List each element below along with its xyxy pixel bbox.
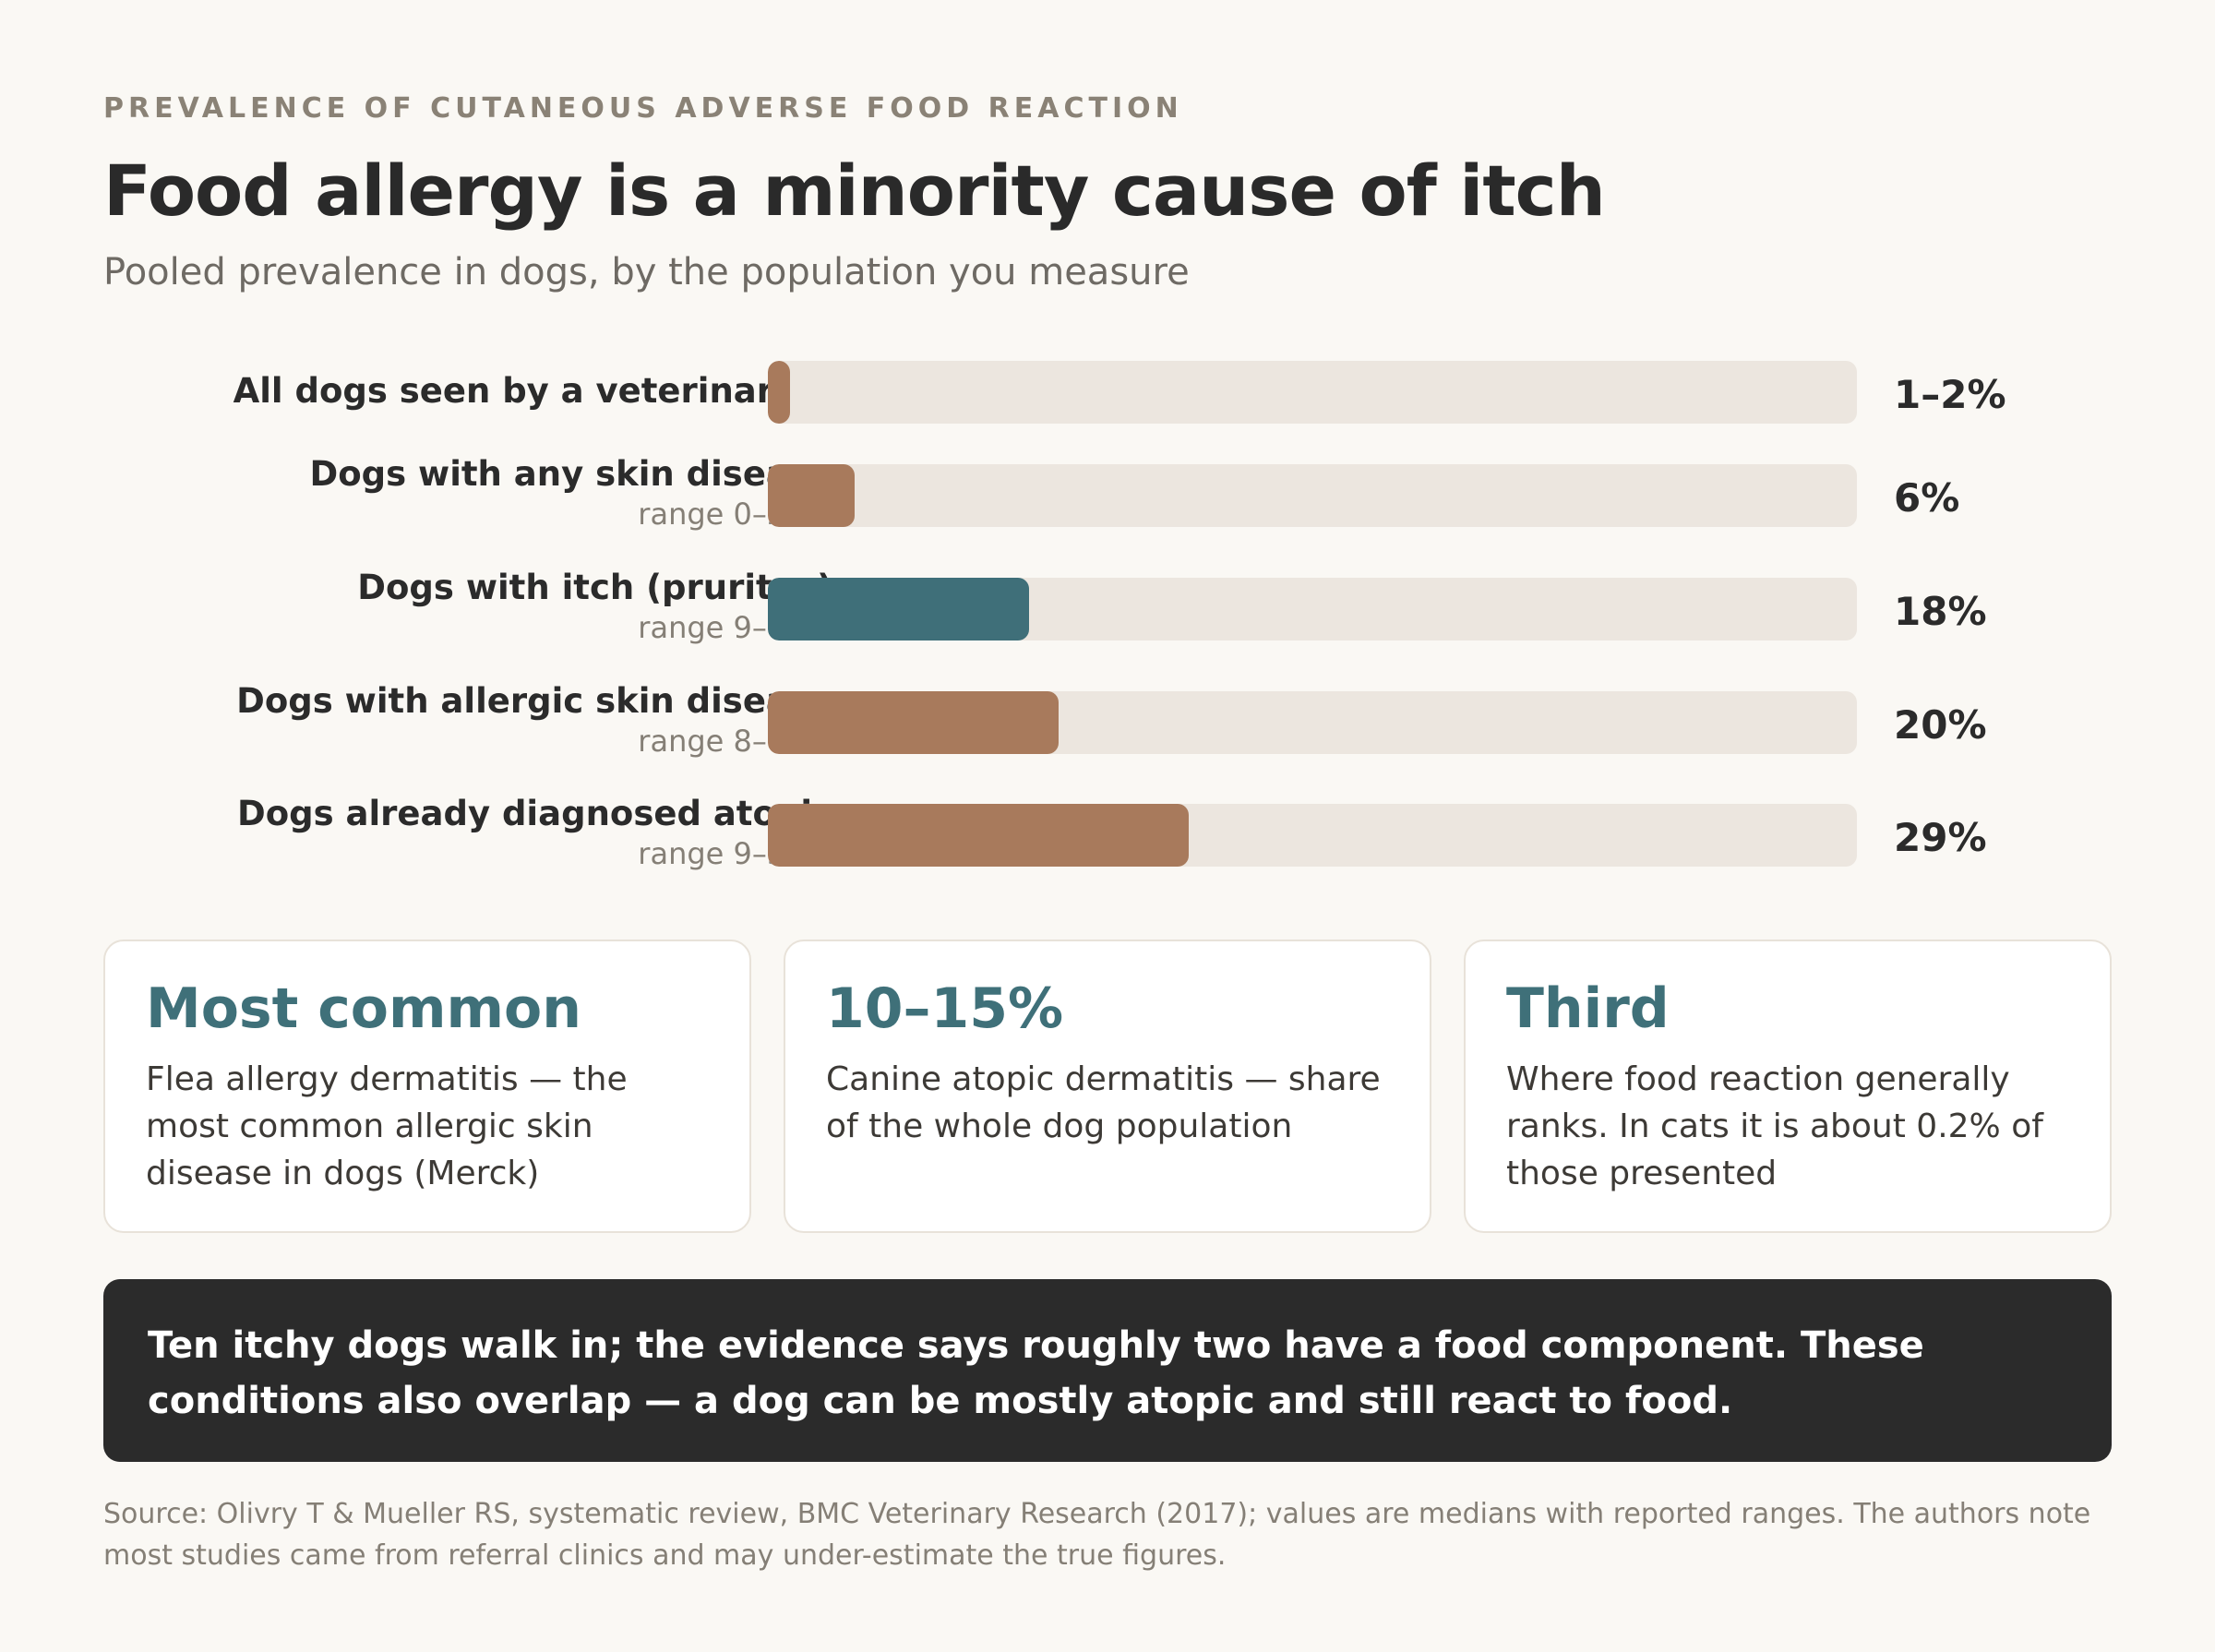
source-note: Source: Olivry T & Mueller RS, systemati…	[103, 1498, 2091, 1572]
stat-card-atopic-share: 10–15% Canine atopic dermatitis — share …	[784, 940, 1431, 1233]
bar-range: range 9–50%	[638, 836, 832, 871]
stat-card-headline: Third	[1506, 976, 1670, 1041]
bar-row: Dogs with any skin disease range 0–24% 6%	[103, 454, 2112, 532]
stat-card-headline: Most common	[146, 976, 581, 1041]
stat-card-rank: Third Where food reaction generally rank…	[1464, 940, 2112, 1233]
bar-value-label: 29%	[1894, 815, 1987, 860]
eyebrow-label: PREVALENCE OF CUTANEOUS ADVERSE FOOD REA…	[103, 92, 1183, 125]
stat-card-most-common: Most common Flea allergy dermatitis — th…	[103, 940, 751, 1233]
bar-track	[768, 464, 1857, 527]
stat-card-text: Flea allergy dermatitis — the most commo…	[146, 1060, 628, 1192]
bar-category: Dogs with itch (pruritus)	[357, 568, 832, 607]
bar-category: All dogs seen by a veterinarian	[233, 371, 832, 411]
bar-row: Dogs already diagnosed atopic range 9–50%…	[103, 794, 2112, 871]
bar	[768, 464, 855, 527]
stat-card-headline: 10–15%	[826, 976, 1064, 1041]
key-takeaway-callout: Ten itchy dogs walk in; the evidence say…	[103, 1279, 2112, 1462]
bar-track	[768, 361, 1857, 424]
bar-label: Dogs with itch (pruritus) range 9–40%	[357, 567, 832, 646]
bar-label: Dogs with allergic skin disease range 8–6…	[236, 680, 832, 760]
callout-text: Ten itchy dogs walk in; the evidence say…	[148, 1324, 1924, 1422]
bar	[768, 361, 790, 424]
bar-value-label: 1–2%	[1894, 372, 2006, 417]
stat-card-text: Canine atopic dermatitis — share of the …	[826, 1060, 1381, 1145]
bar-value-label: 6%	[1894, 475, 1960, 521]
bar-label: All dogs seen by a veterinarian	[233, 370, 832, 413]
bar	[768, 578, 1029, 640]
bar-label: Dogs already diagnosed atopic range 9–50%	[237, 793, 832, 872]
bar-range: range 0–24%	[638, 497, 832, 532]
bar	[768, 691, 1059, 754]
bar	[768, 804, 1189, 867]
bar-track	[768, 804, 1857, 867]
bar-row: Dogs with itch (pruritus) range 9–40% 18%	[103, 568, 2112, 645]
bar-value-label: 18%	[1894, 589, 1987, 634]
bar-track	[768, 691, 1857, 754]
bar-track	[768, 578, 1857, 640]
page-title: Food allergy is a minority cause of itch	[103, 150, 1606, 232]
bar-label: Dogs with any skin disease range 0–24%	[309, 453, 832, 533]
stat-card-text: Where food reaction generally ranks. In …	[1506, 1060, 2043, 1192]
page-subtitle: Pooled prevalence in dogs, by the popula…	[103, 251, 1190, 293]
bar-row: All dogs seen by a veterinarian 1–2%	[103, 361, 2112, 424]
bar-row: Dogs with allergic skin disease range 8–6…	[103, 681, 2112, 759]
bar-category: Dogs with any skin disease	[309, 454, 832, 494]
bar-value-label: 20%	[1894, 702, 1987, 748]
bar-range: range 9–40%	[638, 610, 832, 645]
prevalence-bar-chart: All dogs seen by a veterinarian 1–2% Dogs …	[103, 0, 2112, 904]
bar-range: range 8–62%	[638, 724, 832, 759]
bar-category: Dogs with allergic skin disease	[236, 681, 832, 721]
stat-cards: Most common Flea allergy dermatitis — th…	[103, 940, 2112, 1235]
bar-category: Dogs already diagnosed atopic	[236, 794, 832, 833]
